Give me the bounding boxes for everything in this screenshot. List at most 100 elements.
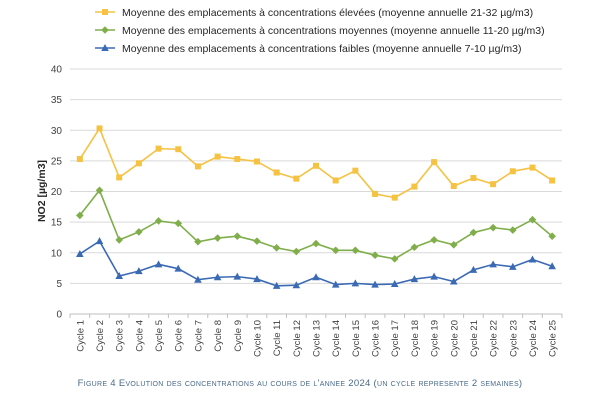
data-point bbox=[489, 260, 497, 268]
data-point bbox=[272, 244, 281, 252]
data-point bbox=[352, 167, 359, 174]
x-tick-label: Cycle 25 bbox=[548, 320, 559, 357]
x-tick-label: Cycle 1 bbox=[75, 320, 86, 352]
data-point bbox=[371, 251, 379, 259]
data-point bbox=[96, 125, 103, 132]
x-tick-label: Cycle 12 bbox=[292, 320, 303, 357]
data-point bbox=[332, 177, 339, 184]
x-tick-label: Cycle 11 bbox=[272, 320, 283, 356]
data-point bbox=[490, 181, 497, 188]
legend-entry-2: Moyenne des emplacements à concentration… bbox=[95, 25, 545, 37]
x-tick-label: Cycle 5 bbox=[154, 320, 165, 352]
data-point bbox=[154, 260, 163, 268]
data-point bbox=[194, 237, 202, 246]
y-axis: 0 5 10 15 20 25 30 35 40 bbox=[51, 65, 63, 321]
data-point bbox=[390, 255, 399, 263]
data-point bbox=[529, 164, 536, 171]
data-point bbox=[469, 265, 478, 273]
x-tick-label: Cycle 13 bbox=[312, 320, 323, 357]
x-axis: Cycle 1 Cycle 2 Cycle 3 Cycle 4 Cycle 5 Cycle… bbox=[69, 314, 563, 357]
x-tick-label: Cycle 23 bbox=[508, 320, 519, 357]
data-point bbox=[95, 237, 104, 245]
data-point bbox=[411, 183, 418, 190]
data-point bbox=[331, 280, 340, 288]
data-point bbox=[331, 246, 340, 255]
x-tick-label: Cycle 20 bbox=[449, 320, 460, 357]
data-point bbox=[372, 190, 379, 197]
data-point bbox=[391, 194, 398, 201]
data-point bbox=[115, 272, 123, 280]
x-tick-label: Cycle 19 bbox=[430, 320, 441, 357]
x-tick-label: Cycle 10 bbox=[252, 320, 263, 357]
y-tick-label: 30 bbox=[51, 126, 63, 137]
data-point bbox=[431, 159, 438, 166]
data-point bbox=[450, 182, 457, 189]
plot-area bbox=[76, 125, 556, 289]
data-point bbox=[273, 169, 280, 176]
legend-label: Moyenne des emplacements à concentration… bbox=[122, 7, 533, 19]
x-tick-label: Cycle 22 bbox=[489, 320, 500, 357]
data-point bbox=[95, 186, 104, 195]
series-3 bbox=[76, 237, 556, 289]
data-point bbox=[312, 239, 320, 248]
y-axis-label: NO2 [µg/m3] bbox=[36, 160, 48, 222]
data-point bbox=[116, 174, 123, 181]
y-tick-label: 20 bbox=[51, 187, 63, 198]
x-tick-label: Cycle 16 bbox=[371, 320, 382, 357]
data-point bbox=[214, 153, 221, 160]
series-line bbox=[79, 188, 553, 260]
y-tick-label: 0 bbox=[56, 310, 62, 321]
data-point bbox=[449, 277, 458, 285]
data-point bbox=[135, 160, 142, 167]
figure-caption: Figure 4 Evolution des concentrations au… bbox=[77, 378, 523, 389]
legend-label: Moyenne des emplacements à concentration… bbox=[122, 25, 545, 37]
y-tick-label: 25 bbox=[51, 156, 63, 167]
data-point bbox=[312, 273, 320, 281]
data-point bbox=[213, 234, 222, 242]
data-point bbox=[430, 272, 438, 280]
data-point bbox=[292, 247, 301, 256]
legend-label: Moyenne des emplacements à concentration… bbox=[122, 43, 521, 55]
x-tick-label: Cycle 4 bbox=[134, 320, 145, 352]
x-tick-label: Cycle 8 bbox=[213, 320, 224, 352]
data-point bbox=[509, 226, 517, 234]
data-point bbox=[548, 262, 556, 270]
x-tick-label: Cycle 3 bbox=[115, 320, 126, 352]
data-point bbox=[76, 249, 84, 257]
x-tick-label: Cycle 15 bbox=[351, 320, 362, 357]
data-point bbox=[253, 237, 261, 245]
data-point bbox=[449, 240, 458, 249]
x-tick-label: Cycle 14 bbox=[331, 320, 342, 357]
x-tick-label: Cycle 7 bbox=[193, 320, 204, 352]
data-point bbox=[351, 246, 360, 255]
x-tick-label: Cycle 2 bbox=[95, 320, 106, 352]
data-point bbox=[410, 243, 419, 252]
y-tick-label: 15 bbox=[51, 218, 63, 229]
x-tick-label: Cycle 18 bbox=[410, 320, 421, 357]
y-tick-label: 10 bbox=[51, 248, 63, 259]
data-point bbox=[76, 156, 83, 163]
y-tick-label: 40 bbox=[51, 65, 63, 76]
data-point bbox=[233, 232, 242, 241]
series-1 bbox=[76, 125, 556, 201]
gridlines bbox=[70, 68, 562, 315]
data-point bbox=[430, 236, 438, 244]
data-point bbox=[528, 255, 537, 263]
data-point bbox=[410, 275, 419, 283]
data-point bbox=[174, 219, 183, 228]
data-point bbox=[469, 228, 478, 237]
data-point bbox=[313, 162, 319, 169]
data-point bbox=[194, 163, 201, 170]
data-point bbox=[549, 177, 556, 184]
data-point bbox=[174, 264, 183, 272]
data-point bbox=[272, 281, 281, 289]
data-point bbox=[548, 232, 556, 241]
data-point bbox=[528, 215, 537, 224]
data-point bbox=[135, 228, 143, 236]
data-point bbox=[371, 280, 379, 288]
x-tick-label: Cycle 17 bbox=[390, 320, 401, 357]
data-point bbox=[390, 279, 399, 287]
legend-marker bbox=[102, 9, 108, 15]
x-tick-label: Cycle 24 bbox=[528, 320, 539, 357]
data-point bbox=[489, 223, 497, 232]
